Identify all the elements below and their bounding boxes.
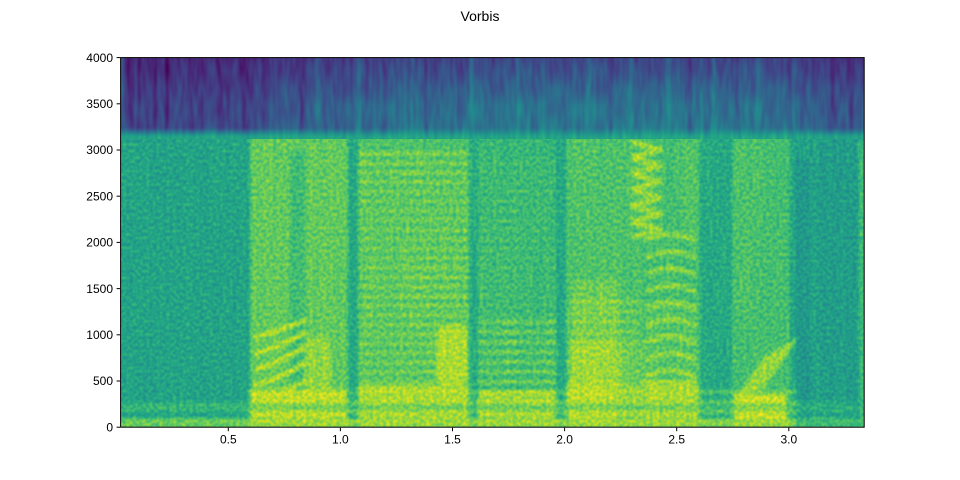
svg-text:2500: 2500: [86, 189, 113, 203]
svg-text:2.5: 2.5: [668, 433, 685, 447]
svg-text:0.5: 0.5: [220, 433, 237, 447]
svg-text:1.5: 1.5: [444, 433, 461, 447]
svg-text:Vorbis: Vorbis: [461, 8, 500, 24]
svg-text:500: 500: [93, 374, 113, 388]
svg-text:3000: 3000: [86, 143, 113, 157]
svg-text:4000: 4000: [86, 51, 113, 65]
svg-text:3.0: 3.0: [780, 433, 797, 447]
svg-text:1.0: 1.0: [332, 433, 349, 447]
svg-text:0: 0: [106, 420, 113, 434]
svg-text:3500: 3500: [86, 97, 113, 111]
svg-text:2.0: 2.0: [556, 433, 573, 447]
svg-text:1500: 1500: [86, 282, 113, 296]
svg-text:2000: 2000: [86, 236, 113, 250]
svg-text:1000: 1000: [86, 328, 113, 342]
